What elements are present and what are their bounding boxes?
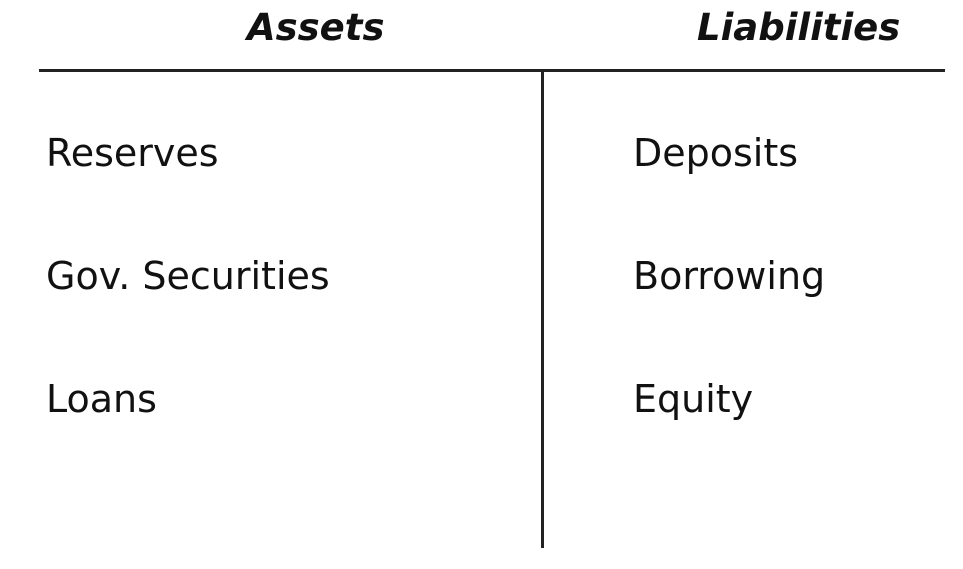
liabilities-list: Deposits Borrowing Equity <box>633 130 825 499</box>
asset-item-gov-securities: Gov. Securities <box>46 254 330 298</box>
liability-item-borrowing: Borrowing <box>633 254 826 298</box>
vertical-divider <box>541 72 544 548</box>
liability-item-equity: Equity <box>633 377 754 421</box>
liability-item-deposits: Deposits <box>633 131 799 175</box>
assets-list: Reserves Gov. Securities Loans <box>46 130 330 499</box>
horizontal-divider <box>39 69 945 72</box>
asset-item-reserves: Reserves <box>46 131 219 175</box>
liabilities-heading: Liabilities <box>697 6 901 49</box>
asset-item-loans: Loans <box>46 377 157 421</box>
assets-heading: Assets <box>247 6 385 49</box>
